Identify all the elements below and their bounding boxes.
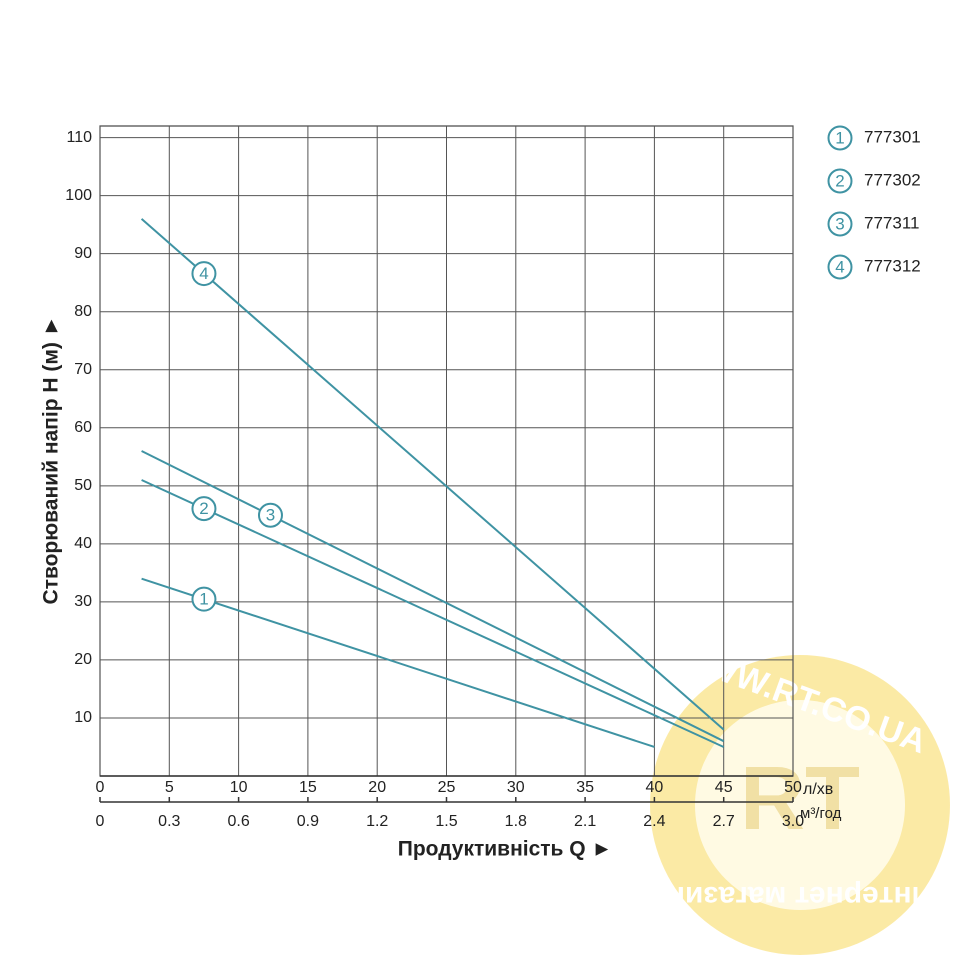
series-badge — [827, 211, 853, 237]
x-tick-label: 30 — [507, 779, 525, 796]
watermark-inner — [695, 700, 905, 910]
series-badge-label: 2 — [199, 499, 208, 518]
x-tick-label: 20 — [368, 779, 386, 796]
x2-tick-label: 3.0 — [782, 813, 804, 830]
y-tick-label: 100 — [65, 187, 92, 204]
series-badge-label: 2 — [835, 171, 844, 190]
series-badge-label: 1 — [835, 128, 844, 147]
x-tick-label: 5 — [165, 779, 174, 796]
series-badge — [827, 125, 853, 151]
x-tick-label: 15 — [299, 779, 317, 796]
series-badge — [191, 586, 217, 612]
y-tick-label: 10 — [74, 709, 92, 726]
y-tick-label: 110 — [66, 129, 92, 146]
legend-label: 777301 — [864, 127, 921, 146]
x2-tick-label: 0.3 — [158, 813, 180, 830]
x2-tick-label: 2.4 — [643, 813, 665, 830]
legend-label: 777311 — [864, 213, 919, 232]
x2-tick-label: 0 — [96, 813, 105, 830]
x2-tick-label: 0.6 — [227, 813, 249, 830]
y-tick-label: 50 — [74, 477, 92, 494]
series-line — [141, 479, 725, 748]
y-tick-label: 70 — [74, 361, 92, 378]
x-tick-label: 35 — [576, 779, 594, 796]
watermark-disc — [650, 655, 950, 955]
y-tick-label: 80 — [74, 303, 92, 320]
x2-unit: м³/год — [800, 805, 842, 822]
series-badge — [191, 496, 217, 522]
series-badge-label: 4 — [835, 257, 844, 276]
x2-tick-label: 1.8 — [505, 813, 527, 830]
series-badge-label: 4 — [199, 264, 208, 283]
x2-tick-label: 1.5 — [435, 813, 457, 830]
series-badge — [191, 261, 217, 287]
watermark-caption: Интернет магазин — [667, 880, 933, 913]
x2-tick-label: 1.2 — [366, 813, 388, 830]
x-unit: л/хв — [803, 781, 833, 798]
x-tick-label: 40 — [646, 779, 664, 796]
watermark-logo: RT — [740, 749, 860, 849]
series-badge-label: 1 — [199, 590, 208, 609]
x-axis-label: Продуктивність Q ► — [398, 838, 613, 861]
x2-tick-label: 0.9 — [297, 813, 319, 830]
x-tick-label: 0 — [96, 779, 105, 796]
y-tick-label: 20 — [74, 651, 92, 668]
legend-label: 777312 — [864, 256, 921, 275]
y-axis-label: Створюваний напір H (м) ► — [40, 315, 63, 604]
legend-label: 777302 — [864, 170, 921, 189]
series-badge-label: 3 — [835, 214, 844, 233]
series-badge — [827, 254, 853, 280]
x-tick-label: 45 — [715, 779, 733, 796]
x-tick-label: 50 — [784, 779, 802, 796]
x2-tick-label: 2.7 — [713, 813, 735, 830]
y-tick-label: 60 — [74, 419, 92, 436]
x-tick-label: 25 — [438, 779, 456, 796]
y-tick-label: 30 — [74, 593, 92, 610]
series-line — [141, 450, 725, 743]
series-line — [140, 218, 725, 731]
series-badge — [827, 168, 853, 194]
series-badge — [257, 502, 283, 528]
x2-tick-label: 2.1 — [574, 813, 596, 830]
y-tick-label: 90 — [74, 245, 92, 262]
series-badge-label: 3 — [266, 506, 275, 525]
x-tick-label: 10 — [230, 779, 248, 796]
y-tick-label: 40 — [74, 535, 92, 552]
series-line — [141, 577, 655, 748]
